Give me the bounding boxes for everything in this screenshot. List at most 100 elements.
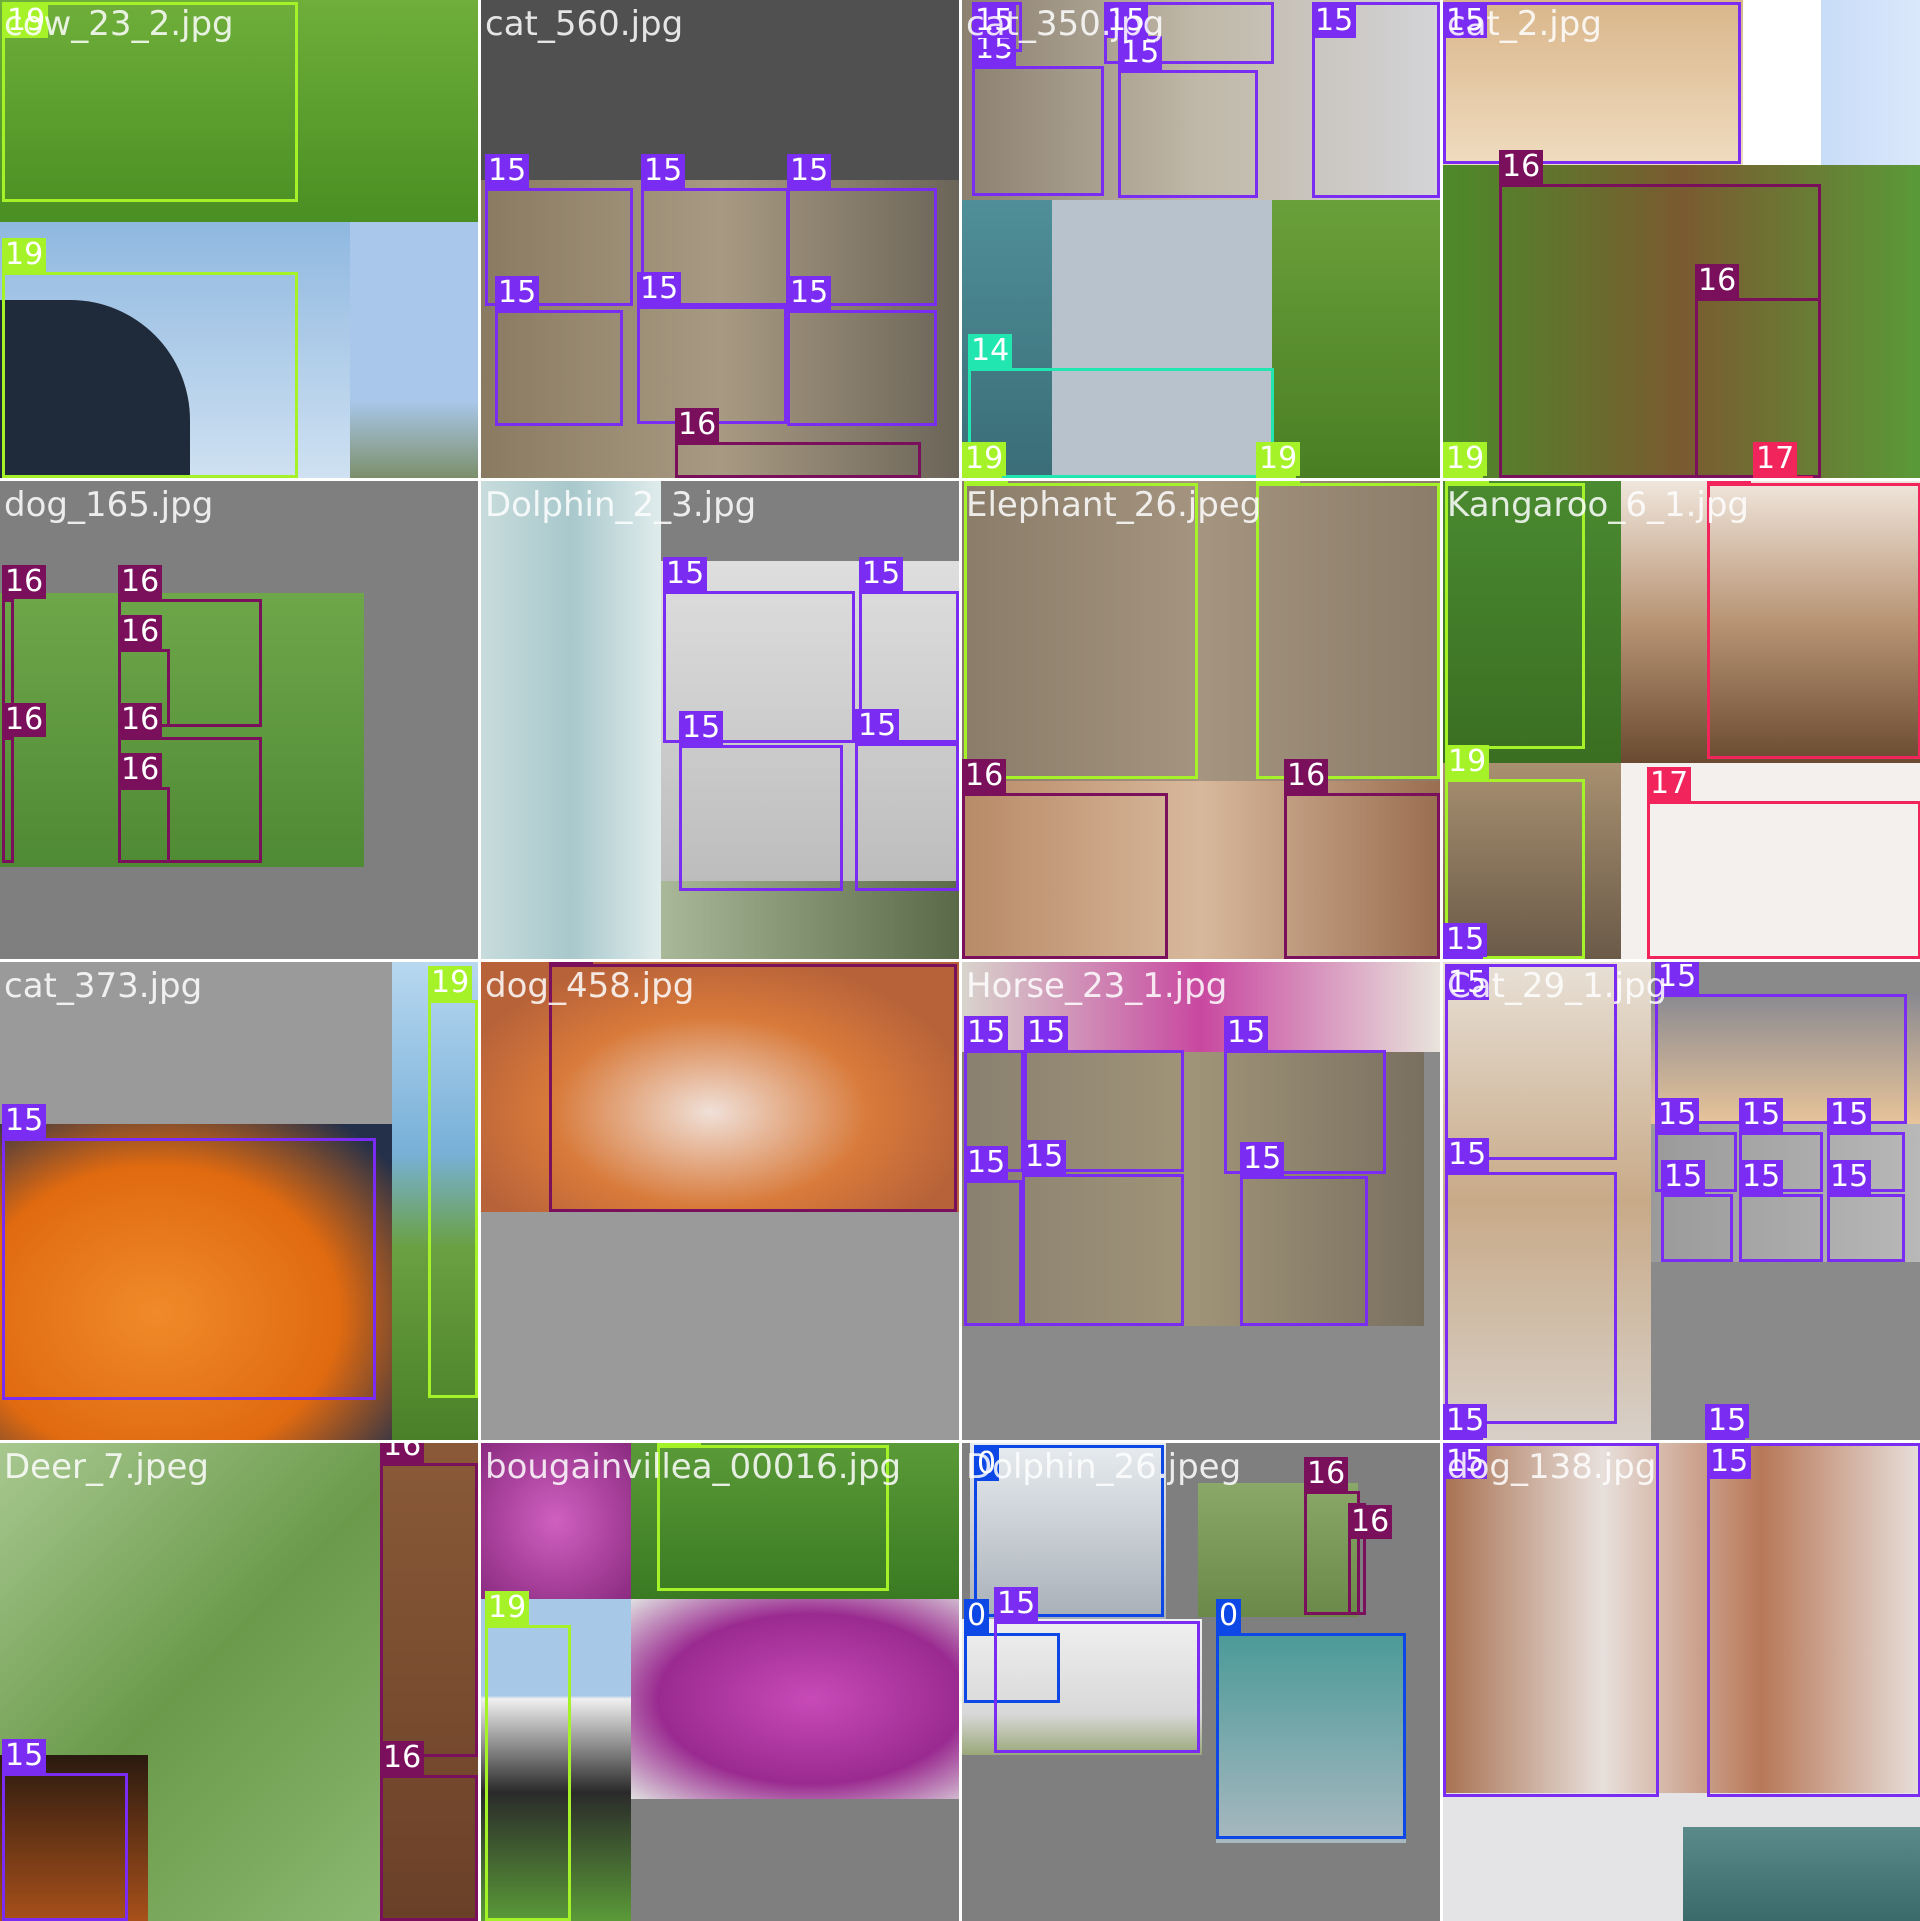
bbox-cow: 19: [1443, 442, 1488, 478]
grass-photo: [1272, 200, 1440, 478]
elephant-photo: [962, 481, 1440, 781]
bbox-cat: 15: [964, 1146, 1022, 1326]
tile-filename: dog_458.jpg: [485, 966, 695, 1006]
bbox-cat: 15: [495, 276, 623, 426]
bbox-cat: 15: [855, 709, 959, 891]
tile-cat-373: cat_373.jpg 15 19: [0, 962, 478, 1440]
grass-dog-photo: [1198, 1483, 1358, 1617]
bbox-cat: 15: [663, 557, 855, 743]
bbox-cat: 15: [1707, 1443, 1920, 1797]
tile-dog-165: dog_165.jpg 16 16 16 16 16 16: [0, 481, 478, 959]
splash-photo: [481, 481, 661, 959]
tile-cat-560: cat_560.jpg 15 15 15 15 15 15 16: [481, 0, 959, 478]
tile-dolphin-2-3: Dolphin_2_3.jpg 15 15 15 15: [481, 481, 959, 959]
tile-filename: dog_165.jpg: [4, 485, 214, 525]
bbox-cow: 19: [1445, 745, 1585, 959]
tile-elephant-26: Elephant_26.jpeg 19 19 16 16: [962, 481, 1440, 959]
bbox-cat: 15: [972, 32, 1104, 196]
bbox-cat: 15: [1443, 1443, 1659, 1797]
dog-legs-photo: [1443, 1443, 1920, 1793]
tile-filename: cat_373.jpg: [4, 966, 203, 1006]
bbox-cat: 15: [1024, 1016, 1184, 1172]
bbox-dog: 16: [962, 759, 1168, 959]
bbox-horse: 17: [1647, 767, 1920, 959]
bbox-dog: 16: [1284, 759, 1440, 959]
bbox-cat: 15: [1118, 36, 1258, 198]
grey-photo: [1052, 200, 1272, 478]
tile-bougainvillea-00016: bougainvillea_00016.jpg 19 19: [481, 1443, 959, 1921]
bbox-dolphin: 0: [974, 1445, 1164, 1617]
bbox-horse: 17: [1753, 442, 1813, 478]
greenery-photo: [661, 881, 959, 959]
tile-filename: bougainvillea_00016.jpg: [485, 1447, 902, 1487]
bbox-cat: 15: [1827, 1160, 1905, 1262]
bbox-cat: 15: [2, 1104, 376, 1400]
bbox-cat: 15: [787, 276, 937, 426]
cat-faces-photo: [481, 180, 959, 478]
bbox-cow: 19: [964, 481, 1198, 779]
bbox-cat: 15: [485, 154, 633, 306]
bbox-dog: 16: [2, 565, 47, 727]
bbox-cat: 15: [1739, 1160, 1823, 1262]
bbox-cow: 19: [1445, 481, 1585, 749]
tile-filename: Cat_29_1.jpg: [1447, 966, 1668, 1006]
bbox-cow: 19: [1256, 442, 1301, 478]
tile-filename: cat_2.jpg: [1447, 4, 1602, 44]
bbox-horse: 17: [1707, 481, 1920, 759]
bbox-cat: 15: [994, 1587, 1200, 1753]
orange-cat-photo: [0, 1124, 392, 1440]
tile-cow-23-2: cow_23_2.jpg 19 19: [0, 0, 478, 478]
bbox-cat: 15: [972, 2, 1022, 52]
water-strip-photo: [1683, 1827, 1920, 1921]
grass-photo: [0, 0, 478, 222]
bbox-cow: 19: [485, 1591, 571, 1921]
flowers-photo: [481, 1443, 631, 1599]
dogs-photo: [1443, 165, 1920, 478]
bbox-dog: 16: [1348, 1503, 1393, 1615]
tile-filename: cow_23_2.jpg: [4, 4, 234, 44]
bbox-cat: 15: [1661, 1160, 1733, 1262]
tile-filename: Horse_23_1.jpg: [966, 966, 1228, 1006]
cat-mouth-photo: [1443, 0, 1743, 165]
cat-photo: [962, 0, 1440, 200]
tile-filename: cat_560.jpg: [485, 4, 684, 44]
bbox-cow: 19: [2, 238, 298, 478]
bbox-dog: 16: [1304, 1457, 1360, 1615]
grumpy-cat-photo: [962, 1619, 1202, 1755]
bbox-cat: 15: [859, 557, 959, 743]
kangaroo-photo: [1621, 481, 1920, 763]
bbox-cow: 19: [657, 1443, 889, 1591]
bbox-cat: 15: [787, 154, 937, 306]
bbox-cat: 15: [1445, 964, 1617, 1160]
tile-filename: Elephant_26.jpeg: [966, 485, 1262, 525]
bbox-cat: 15: [1022, 1140, 1184, 1326]
tile-kangaroo-6-1: Kangaroo_6_1.jpg 19 17 19 17 15: [1443, 481, 1920, 959]
bbox-dog: 16: [118, 753, 170, 863]
puppy-photo: [380, 1443, 478, 1921]
bbox-cat: 15: [1312, 2, 1440, 198]
tile-filename: Kangaroo_6_1.jpg: [1447, 485, 1750, 525]
cow-standing-photo: [481, 1599, 631, 1921]
tile-cat-2: cat_2.jpg 15 16 16 19 17: [1443, 0, 1920, 478]
bbox-cat: 15: [1443, 2, 1741, 164]
bbox-dolphin: 14: [968, 334, 1274, 478]
bbox-dog: 16: [1695, 264, 1821, 478]
landscape-photo: [392, 962, 478, 1440]
tile-filename: Dolphin_2_3.jpg: [485, 485, 757, 525]
bbox-cow: 19: [428, 966, 478, 1398]
bbox-cow: 19: [2, 2, 298, 202]
bbox-cat: 15: [1705, 1404, 1750, 1440]
bbox-cat: 15: [1445, 1138, 1617, 1424]
tile-filename: Deer_7.jpeg: [4, 1447, 209, 1487]
bbox-cat: 15: [1240, 1142, 1368, 1326]
deer-dark-photo: [0, 1755, 148, 1921]
bbox-dolphin: 0: [1216, 1599, 1406, 1839]
bbox-cow: 19: [962, 442, 1007, 478]
bbox-dog: 16: [549, 962, 957, 1212]
tile-filename: cat_350.jpg: [966, 4, 1165, 44]
tile-deer-7: Deer_7.jpeg 16 15 16: [0, 1443, 478, 1921]
tile-cat-29-1: Cat_29_1.jpg 15 15 15 15 15 15 15 15 15 …: [1443, 962, 1920, 1440]
dog-grass-photo: [0, 593, 364, 867]
tile-dog-458: dog_458.jpg 16: [481, 962, 959, 1440]
